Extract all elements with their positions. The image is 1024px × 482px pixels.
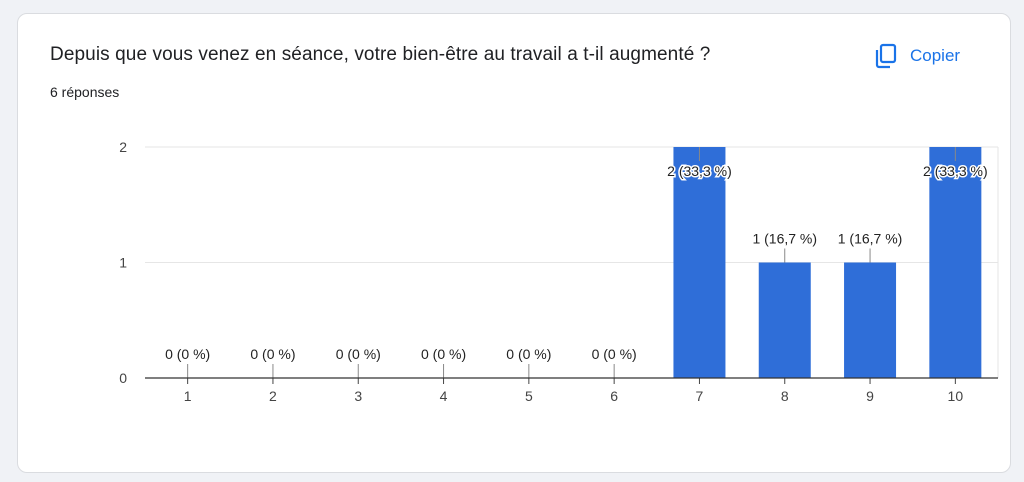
x-tick-label: 6 bbox=[610, 388, 618, 404]
bar[interactable] bbox=[673, 147, 726, 378]
data-label: 0 (0 %) bbox=[165, 346, 210, 362]
data-label: 1 (16,7 %) bbox=[838, 231, 903, 247]
copy-icon bbox=[874, 43, 898, 69]
data-label: 2 (33,3 %) bbox=[667, 163, 732, 179]
x-tick-label: 1 bbox=[184, 388, 192, 404]
data-label: 0 (0 %) bbox=[506, 346, 551, 362]
data-label: 0 (0 %) bbox=[421, 346, 466, 362]
response-count: 6 réponses bbox=[50, 84, 120, 100]
y-tick-label: 0 bbox=[119, 370, 127, 386]
copy-button[interactable]: Copier bbox=[874, 38, 984, 74]
x-tick-label: 2 bbox=[269, 388, 277, 404]
bar[interactable] bbox=[758, 262, 811, 379]
data-label: 0 (0 %) bbox=[592, 346, 637, 362]
data-label: 0 (0 %) bbox=[250, 346, 295, 362]
x-tick-label: 4 bbox=[440, 388, 448, 404]
y-tick-label: 2 bbox=[119, 139, 127, 155]
x-tick-label: 3 bbox=[354, 388, 362, 404]
x-tick-label: 10 bbox=[948, 388, 964, 404]
y-tick-label: 1 bbox=[119, 255, 127, 271]
bar[interactable] bbox=[844, 262, 897, 379]
question-card: Depuis que vous venez en séance, votre b… bbox=[17, 13, 1011, 473]
x-tick-label: 9 bbox=[866, 388, 874, 404]
data-label: 1 (16,7 %) bbox=[752, 231, 817, 247]
x-tick-label: 5 bbox=[525, 388, 533, 404]
question-title: Depuis que vous venez en séance, votre b… bbox=[50, 44, 711, 65]
data-label: 2 (33,3 %) bbox=[923, 163, 988, 179]
data-label: 0 (0 %) bbox=[336, 346, 381, 362]
copy-label: Copier bbox=[910, 46, 961, 65]
x-tick-label: 8 bbox=[781, 388, 789, 404]
bar-chart: 0 1 2 0 (0 %) 1 0 (0 %) 2 0 (0 %) 3 0 (0 %) 4 0 (0 … bbox=[119, 139, 999, 404]
bar[interactable] bbox=[929, 147, 982, 378]
x-tick-label: 7 bbox=[696, 388, 704, 404]
